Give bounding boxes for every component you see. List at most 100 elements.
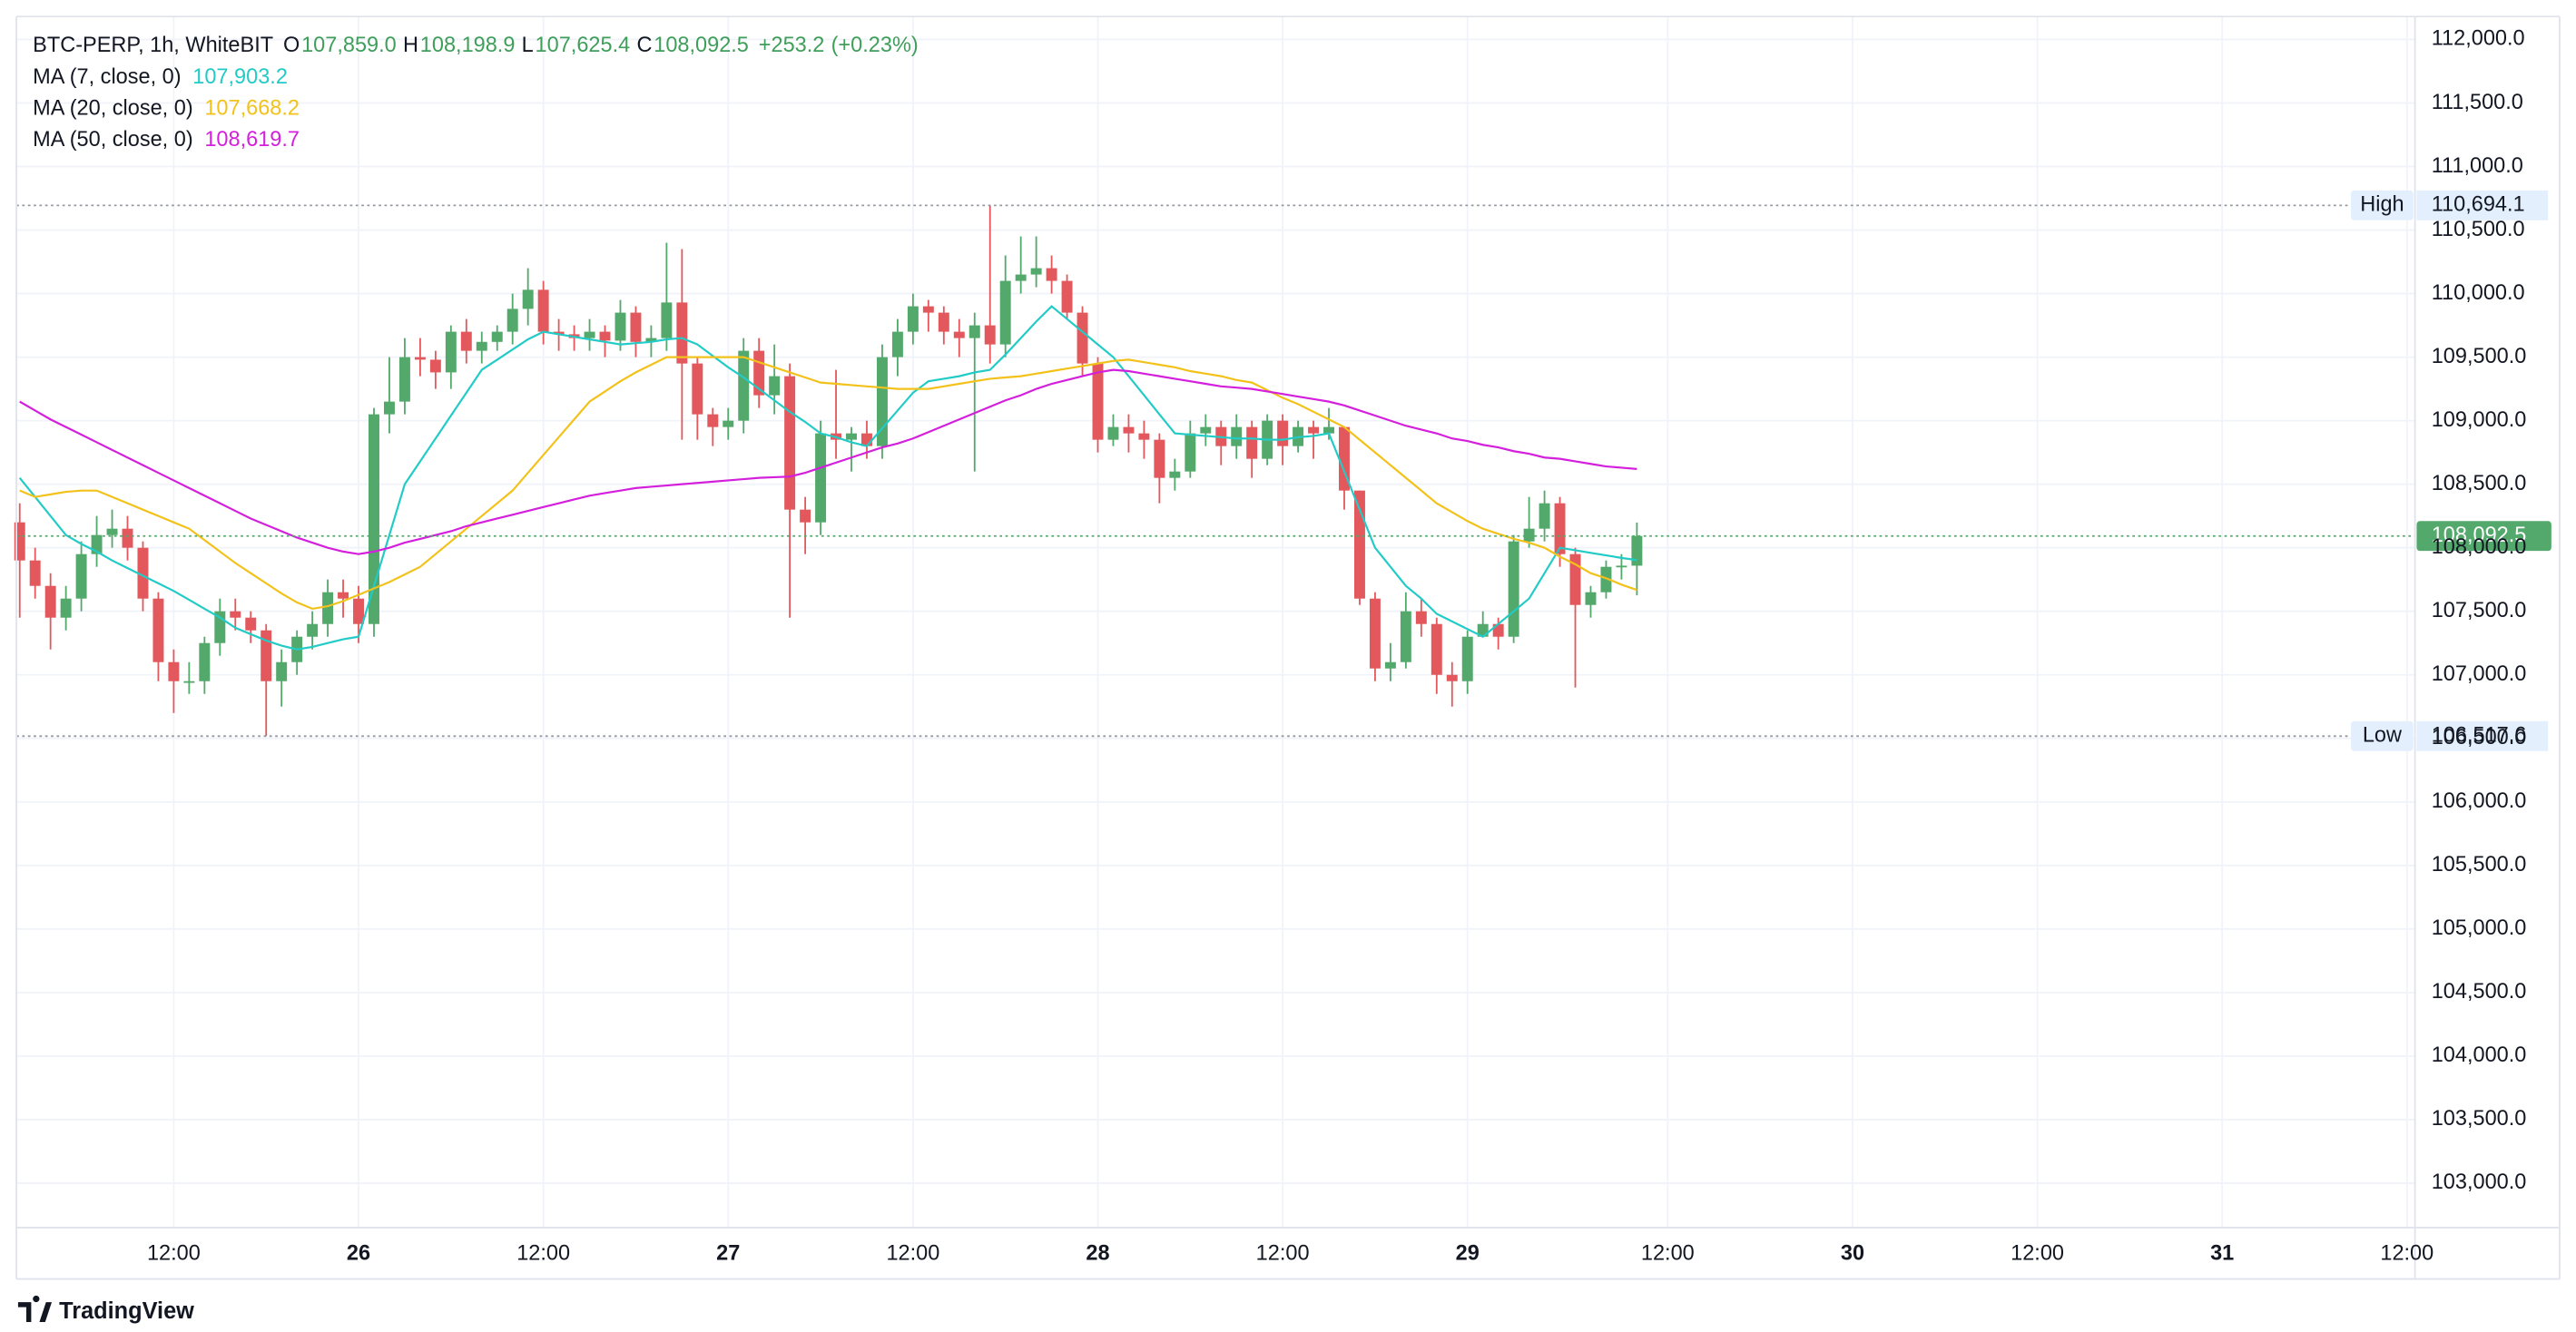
candle-body bbox=[1231, 426, 1243, 446]
candle-body bbox=[214, 611, 226, 643]
candle-body bbox=[1015, 274, 1027, 281]
candle-body bbox=[106, 528, 118, 535]
candle-body bbox=[91, 534, 103, 554]
x-tick-label: 30 bbox=[1841, 1241, 1864, 1265]
legend-value: 108,619.7 bbox=[204, 128, 300, 152]
y-tick-label: 103,500.0 bbox=[2432, 1107, 2527, 1131]
candle-body bbox=[661, 302, 673, 338]
candle-body bbox=[1477, 623, 1489, 637]
symbol: BTC-PERP, 1h, WhiteBIT bbox=[33, 34, 273, 57]
field-value: 107,859.0 bbox=[301, 34, 397, 57]
candle-body bbox=[307, 623, 319, 637]
y-tick-label: 104,000.0 bbox=[2432, 1043, 2527, 1067]
ma-line bbox=[19, 368, 1637, 555]
candle-body bbox=[122, 528, 133, 548]
grid bbox=[16, 16, 2415, 1228]
y-tick-label: 110,000.0 bbox=[2432, 281, 2525, 305]
candle-body bbox=[1461, 636, 1473, 681]
y-tick-label: 109,500.0 bbox=[2432, 345, 2527, 368]
candle-body bbox=[676, 302, 688, 364]
candle-body bbox=[784, 376, 796, 510]
candle-body bbox=[599, 331, 611, 341]
candle-body bbox=[1277, 420, 1289, 446]
y-tick-label: 110,500.0 bbox=[2432, 218, 2525, 241]
candle-body bbox=[338, 592, 349, 599]
x-tick-label: 12:00 bbox=[2011, 1241, 2064, 1265]
legend-name: MA (20, close, 0) bbox=[33, 97, 192, 121]
candle-body bbox=[999, 280, 1011, 345]
candle-body bbox=[1523, 528, 1535, 542]
x-tick-label: 12:00 bbox=[886, 1241, 939, 1265]
candle-body bbox=[1384, 661, 1396, 669]
legend: BTC-PERP, 1h, WhiteBIT O 107,859.0 H 108,198… bbox=[33, 34, 919, 152]
candle-body bbox=[1569, 553, 1581, 605]
candle-body bbox=[615, 312, 626, 341]
candle-body bbox=[1400, 611, 1411, 662]
candle-body bbox=[692, 363, 703, 415]
marker-name: Low bbox=[2363, 723, 2403, 747]
x-tick-label: 27 bbox=[716, 1241, 740, 1265]
candle-body bbox=[1323, 426, 1334, 434]
candle-body bbox=[1508, 541, 1519, 637]
ma-legend: MA (7, close, 0) 107,903.2 bbox=[33, 65, 288, 89]
field-value: 108,092.5 bbox=[654, 34, 749, 57]
x-tick-label: 28 bbox=[1086, 1241, 1109, 1265]
marker-name-bg bbox=[2351, 190, 2414, 220]
legend-name: MA (50, close, 0) bbox=[33, 128, 192, 152]
candle-body bbox=[152, 598, 164, 662]
y-tick-label: 103,000.0 bbox=[2432, 1170, 2527, 1194]
candle-body bbox=[1046, 268, 1057, 281]
candle-body bbox=[815, 433, 827, 523]
candle-body bbox=[876, 357, 888, 446]
field-value: 108,198.9 bbox=[420, 34, 516, 57]
candle-body bbox=[383, 401, 395, 415]
y-tick-label: 106,500.0 bbox=[2432, 726, 2527, 749]
y-tick-label: 108,500.0 bbox=[2432, 472, 2527, 495]
x-tick-label: 31 bbox=[2210, 1241, 2234, 1265]
field-name: L bbox=[522, 34, 534, 57]
candle-body bbox=[168, 661, 180, 681]
candle-body bbox=[1539, 503, 1550, 529]
y-tick-label: 111,000.0 bbox=[2432, 154, 2523, 178]
candle-body bbox=[707, 414, 719, 427]
candle-body bbox=[429, 359, 441, 373]
x-tick-label: 29 bbox=[1456, 1241, 1480, 1265]
candle-body bbox=[1616, 565, 1627, 568]
candle-body bbox=[75, 553, 87, 599]
last-price-label: 108,092.5 bbox=[2432, 524, 2527, 547]
candle-body bbox=[199, 642, 211, 681]
candle-body bbox=[1585, 592, 1597, 605]
candle-body bbox=[1092, 363, 1104, 440]
change-percent: (+0.23%) bbox=[831, 34, 919, 57]
candle-body bbox=[1600, 566, 1612, 593]
candle-body bbox=[183, 681, 195, 683]
candle-body bbox=[738, 350, 750, 421]
candle-body bbox=[322, 592, 334, 624]
ma-line bbox=[19, 356, 1637, 611]
candle-body bbox=[460, 331, 472, 351]
y-tick-label: 108,000.0 bbox=[2432, 535, 2527, 559]
candle-body bbox=[1200, 426, 1212, 434]
candle-body bbox=[1169, 471, 1181, 478]
ma-legend: MA (20, close, 0) 107,668.2 bbox=[33, 97, 300, 121]
x-tick-label: 12:00 bbox=[516, 1241, 570, 1265]
candle-body bbox=[891, 331, 903, 357]
y-tick-label: 105,500.0 bbox=[2432, 853, 2527, 877]
x-tick-label: 12:00 bbox=[1256, 1241, 1310, 1265]
candle-body bbox=[846, 433, 857, 440]
candle-body bbox=[800, 509, 811, 523]
candle-body bbox=[491, 331, 503, 342]
candle-body bbox=[1353, 490, 1365, 599]
ma-legend: MA (50, close, 0) 108,619.7 bbox=[33, 128, 300, 152]
y-tick-label: 107,000.0 bbox=[2432, 662, 2527, 686]
change: +253.2 bbox=[759, 34, 825, 57]
candle-body bbox=[445, 331, 457, 373]
candle-body bbox=[769, 376, 781, 396]
candle-body bbox=[984, 325, 996, 345]
plot bbox=[14, 205, 1643, 737]
field-name: O bbox=[283, 34, 300, 57]
candle-body bbox=[398, 357, 410, 402]
candle-body bbox=[245, 617, 257, 631]
